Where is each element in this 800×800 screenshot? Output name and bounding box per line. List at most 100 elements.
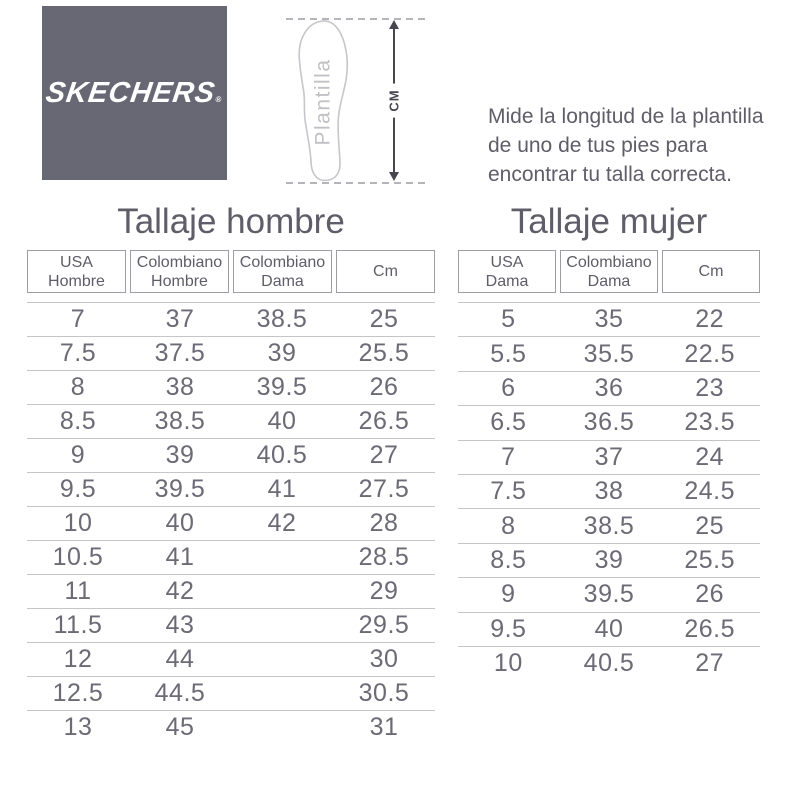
table-cell: 22.5 bbox=[684, 339, 736, 368]
table-cell: 8 bbox=[70, 373, 86, 401]
insole-measure-diagram: Plantilla CM bbox=[286, 18, 425, 184]
table-cell: 9 bbox=[70, 441, 86, 469]
table-cell: 29.5 bbox=[358, 611, 410, 639]
table-cell: 26.5 bbox=[358, 407, 410, 435]
table-cell: 36 bbox=[594, 373, 624, 402]
table-cell: 39 bbox=[594, 545, 624, 574]
table-cell: 9 bbox=[501, 580, 516, 609]
table-cell: 26.5 bbox=[684, 614, 736, 643]
table-cell: 38.5 bbox=[583, 511, 635, 540]
women-table-headers: USA Dama Colombiano Dama Cm bbox=[458, 250, 760, 293]
table-cell: 13 bbox=[63, 713, 93, 741]
table-row: 9 39.5 26 bbox=[458, 577, 760, 611]
table-cell: 40.5 bbox=[583, 649, 635, 678]
table-cell: 40.5 bbox=[256, 441, 308, 469]
top-dashed-line bbox=[286, 18, 425, 20]
table-cell: 10.5 bbox=[52, 543, 104, 571]
table-cell: 36.5 bbox=[583, 408, 635, 437]
measure-arrow-label: CM bbox=[386, 83, 402, 118]
table-row: 10.5 41 28.5 bbox=[27, 540, 435, 574]
table-row: 7.5 37.5 39 25.5 bbox=[27, 336, 435, 370]
table-row: 13 45 31 bbox=[27, 710, 435, 744]
table-cell: 38.5 bbox=[256, 305, 308, 333]
table-cell: 41 bbox=[267, 475, 297, 503]
table-cell: 8.5 bbox=[490, 545, 527, 574]
table-cell: 25 bbox=[369, 305, 399, 333]
table-cell: 30.5 bbox=[358, 679, 410, 707]
skechers-wordmark-text: SKECHERS bbox=[43, 76, 218, 109]
brand-logo-box: SKECHERS® bbox=[42, 6, 227, 180]
skechers-wordmark: SKECHERS® bbox=[44, 77, 226, 110]
bottom-dashed-line bbox=[286, 182, 425, 184]
table-cell: 7 bbox=[501, 442, 516, 471]
table-row: 8.5 39 25.5 bbox=[458, 542, 760, 577]
table-cell: 40 bbox=[165, 509, 195, 537]
table-cell: 42 bbox=[165, 577, 195, 605]
women-table-title: Tallaje mujer bbox=[510, 202, 708, 241]
table-cell: 25 bbox=[695, 511, 725, 540]
table-row: 12 44 30 bbox=[27, 642, 435, 676]
table-cell: 27.5 bbox=[358, 475, 410, 503]
table-row: 8.5 38.5 40 26.5 bbox=[27, 404, 435, 438]
table-cell: 28 bbox=[369, 509, 399, 537]
table-cell: 41 bbox=[165, 543, 195, 571]
table-cell: 11.5 bbox=[53, 611, 103, 639]
table-cell: 35 bbox=[594, 305, 624, 334]
table-row: 5 35 22 bbox=[458, 302, 760, 336]
table-cell: 12.5 bbox=[52, 679, 104, 707]
table-cell: 39 bbox=[267, 339, 297, 367]
table-cell: 10 bbox=[63, 509, 93, 537]
header-cell: USA Hombre bbox=[27, 250, 126, 293]
table-row: 8 38 39.5 26 bbox=[27, 370, 435, 404]
men-table-body: 7 37 38.5 25 7.5 37.5 39 25.5 8 38 39.5 26 8.5 38.5 40… bbox=[27, 302, 435, 744]
table-cell: 25.5 bbox=[358, 339, 410, 367]
table-row: 6 36 23 bbox=[458, 370, 760, 405]
table-cell: 7.5 bbox=[490, 477, 527, 506]
table-cell: 11 bbox=[64, 577, 92, 605]
table-cell: 42 bbox=[267, 509, 297, 537]
insole-label: Plantilla bbox=[312, 57, 336, 146]
table-cell: 23 bbox=[695, 373, 725, 402]
table-cell: 37.5 bbox=[154, 339, 206, 367]
arrow-down-icon bbox=[389, 172, 399, 181]
men-table-headers: USA Hombre Colombiano Hombre Colombiano Da… bbox=[27, 250, 435, 293]
table-cell: 40 bbox=[267, 407, 297, 435]
table-row: 9 39 40.5 27 bbox=[27, 438, 435, 472]
women-size-section: Tallaje mujer USA Dama Colombiano Dama Cm … bbox=[458, 201, 760, 680]
table-cell: 7 bbox=[70, 305, 86, 333]
table-cell: 38 bbox=[594, 477, 624, 506]
table-cell: 7.5 bbox=[59, 339, 97, 367]
header-cell: Cm bbox=[336, 250, 435, 293]
table-cell: 10 bbox=[493, 649, 523, 678]
table-cell: 39.5 bbox=[154, 475, 206, 503]
table-cell: 30 bbox=[369, 645, 399, 673]
men-table-title: Tallaje hombre bbox=[117, 202, 345, 241]
table-cell: 8 bbox=[501, 511, 516, 540]
table-row: 7 37 38.5 25 bbox=[27, 302, 435, 336]
table-cell: 6.5 bbox=[490, 408, 527, 437]
table-cell: 26 bbox=[695, 580, 725, 609]
insole-icon: Plantilla bbox=[293, 20, 355, 183]
table-cell: 37 bbox=[165, 305, 195, 333]
header-cell: Colombiano Hombre bbox=[130, 250, 229, 293]
table-cell: 40 bbox=[594, 614, 624, 643]
header-cell: Colombiano Dama bbox=[560, 250, 658, 293]
table-cell: 31 bbox=[369, 713, 399, 741]
table-cell: 24.5 bbox=[684, 477, 736, 506]
table-cell: 39.5 bbox=[583, 580, 635, 609]
table-row: 6.5 36.5 23.5 bbox=[458, 405, 760, 439]
table-cell: 27 bbox=[695, 649, 725, 678]
table-cell: 8.5 bbox=[59, 407, 97, 435]
table-cell: 5 bbox=[501, 305, 516, 334]
instructions-text: Mide la longitud de la plantilla de uno … bbox=[488, 105, 764, 186]
table-cell: 29 bbox=[369, 577, 399, 605]
table-row: 7.5 38 24.5 bbox=[458, 473, 760, 508]
table-cell: 35.5 bbox=[583, 339, 635, 368]
table-cell: 39 bbox=[165, 441, 195, 469]
table-cell: 23.5 bbox=[684, 408, 736, 437]
header-cell: Colombiano Dama bbox=[233, 250, 332, 293]
table-cell: 27 bbox=[369, 441, 399, 469]
table-cell: 22 bbox=[695, 305, 725, 334]
table-cell: 25.5 bbox=[684, 545, 736, 574]
header-cell: USA Dama bbox=[458, 250, 556, 293]
